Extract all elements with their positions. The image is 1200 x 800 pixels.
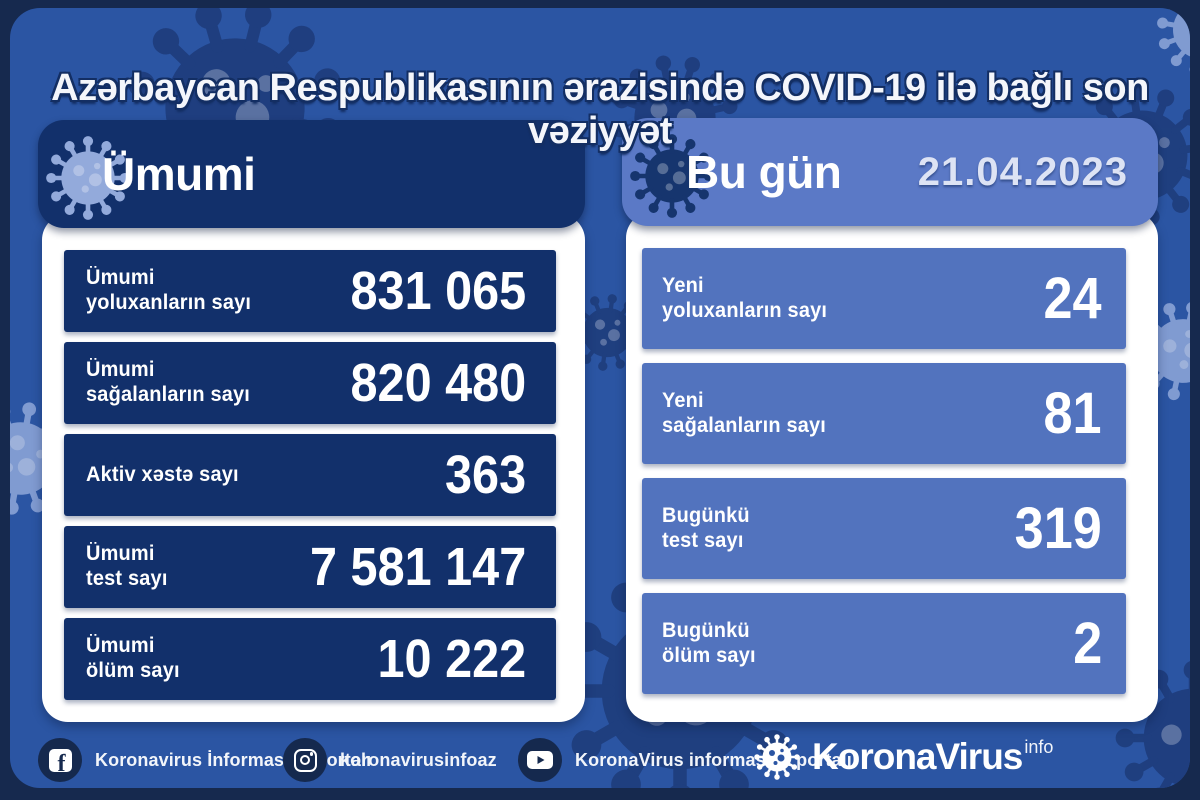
virus-logo-icon <box>752 732 802 782</box>
stat-label: Aktiv xəstə sayı <box>86 462 239 486</box>
instagram-link[interactable]: koronavirusinfoaz <box>283 737 497 783</box>
stat-row-total-tests: Ümumi test sayı 7 581 147 <box>64 526 556 608</box>
totals-panel-title: Ümumi <box>102 148 256 200</box>
stat-row-total-infected: Ümumi yoluxanların sayı 831 065 <box>64 250 556 332</box>
brand-suffix: info <box>1024 737 1054 757</box>
brand-logo: KoronaVirus info <box>752 732 1053 782</box>
stat-label: Bugünkü test sayı <box>662 503 750 552</box>
stat-row-total-recovered: Ümumi sağalanların sayı 820 480 <box>64 342 556 424</box>
page-title: Azərbaycan Respublikasının ərazisində CO… <box>51 67 1149 153</box>
stat-label: Ümumi ölüm sayı <box>86 634 180 682</box>
stat-label: Bugünkü ölüm sayı <box>662 618 756 667</box>
stat-row-active-cases: Aktiv xəstə sayı 363 <box>64 434 556 516</box>
stat-label: Yeni sağalanların sayı <box>662 388 827 437</box>
stat-value: 319 <box>1014 496 1102 561</box>
stat-value: 363 <box>444 445 526 505</box>
instagram-handle: koronavirusinfoaz <box>340 749 497 770</box>
stat-row-today-tests: Bugünkü test sayı 319 <box>642 478 1126 579</box>
stat-value: 820 480 <box>350 353 526 413</box>
stat-value: 10 222 <box>377 629 526 689</box>
stat-value: 2 <box>1072 611 1102 676</box>
stat-value: 831 065 <box>350 261 526 321</box>
stat-label: Ümumi yoluxanların sayı <box>86 266 252 314</box>
stat-label: Ümumi sağalanların sayı <box>86 358 251 406</box>
stat-value: 7 581 147 <box>309 537 526 597</box>
instagram-icon <box>283 738 327 782</box>
brand-name: KoronaVirus info <box>812 736 1054 777</box>
today-panel: Yeni yoluxanların sayı 24 Yeni sağalanla… <box>626 212 1158 722</box>
stat-value: 24 <box>1043 266 1102 331</box>
stat-row-new-infected: Yeni yoluxanların sayı 24 <box>642 248 1126 349</box>
stat-row-new-recovered: Yeni sağalanların sayı 81 <box>642 363 1126 464</box>
totals-panel: Ümumi yoluxanların sayı 831 065 Ümumi sa… <box>42 214 585 722</box>
stat-label: Yeni yoluxanların sayı <box>662 273 828 322</box>
youtube-icon <box>518 738 562 782</box>
facebook-icon: f <box>38 738 82 782</box>
report-date: 21.04.2023 <box>917 149 1128 194</box>
stat-row-total-deaths: Ümumi ölüm sayı 10 222 <box>64 618 556 700</box>
stat-label: Ümumi test sayı <box>86 542 168 590</box>
stat-row-today-deaths: Bugünkü ölüm sayı 2 <box>642 593 1126 694</box>
stat-value: 81 <box>1043 381 1102 446</box>
